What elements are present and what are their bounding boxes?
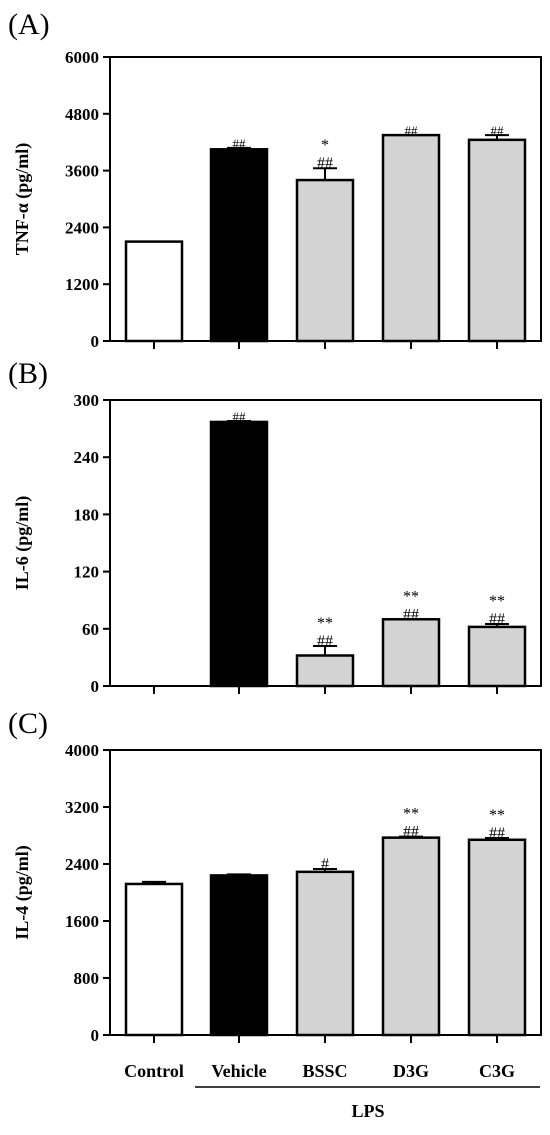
bar-d3g [381, 836, 441, 1037]
y-tick-label: 4800 [65, 105, 99, 124]
bar-d3g [381, 133, 441, 343]
y-axis-label: IL-4 (pg/ml) [12, 845, 33, 940]
y-tick-label: 1600 [65, 912, 99, 931]
x-tick-label: BSSC [302, 1061, 347, 1081]
x-tick-label: Vehicle [211, 1061, 266, 1081]
y-tick-label: 0 [91, 677, 100, 696]
panel-label: (A) [8, 8, 50, 41]
bar-control [124, 240, 184, 343]
group-label: LPS [351, 1101, 384, 1121]
y-tick-label: 3600 [65, 162, 99, 181]
significance-mark: ** [317, 615, 333, 632]
y-tick-label: 240 [74, 448, 100, 467]
bar-control [124, 882, 184, 1037]
y-tick-label: 2400 [65, 855, 99, 874]
panel-label: (C) [8, 707, 48, 740]
y-tick-label: 6000 [65, 48, 99, 67]
significance-mark: ** [403, 588, 419, 605]
y-tick-label: 4000 [65, 741, 99, 760]
bar-c3g [467, 138, 527, 343]
x-tick-label: D3G [393, 1061, 429, 1081]
bar-vehicle [209, 874, 269, 1037]
bar-vehicle [209, 148, 269, 343]
significance-mark: ## [317, 633, 333, 650]
significance-mark: ## [403, 824, 419, 841]
y-tick-label: 800 [74, 969, 100, 988]
significance-mark: ** [489, 593, 505, 610]
bar-bssc [295, 870, 355, 1037]
y-axis-label: TNF-α (pg/ml) [12, 143, 33, 256]
x-tick-label: C3G [479, 1061, 515, 1081]
significance-mark: # [321, 856, 329, 873]
significance-mark: ** [489, 807, 505, 824]
y-tick-label: 120 [74, 563, 100, 582]
y-tick-label: 1200 [65, 275, 99, 294]
significance-mark: ## [489, 611, 505, 628]
significance-mark: * [321, 137, 329, 154]
significance-mark: ** [403, 806, 419, 823]
significance-mark: ## [403, 606, 419, 623]
significance-mark: ## [233, 136, 247, 151]
bar-c3g [467, 625, 527, 688]
significance-mark: ## [489, 825, 505, 842]
y-tick-label: 3200 [65, 798, 99, 817]
significance-mark: ## [317, 155, 333, 172]
significance-mark: ## [233, 409, 247, 424]
y-tick-label: 60 [82, 620, 99, 639]
bar-d3g [381, 618, 441, 688]
y-tick-label: 0 [91, 1026, 100, 1045]
y-tick-label: 0 [91, 332, 100, 351]
significance-mark: ## [405, 123, 419, 138]
x-tick-label: Control [124, 1061, 184, 1081]
y-tick-label: 300 [74, 391, 100, 410]
y-tick-label: 180 [74, 505, 100, 524]
significance-mark: ## [491, 123, 505, 138]
bar-vehicle [209, 420, 269, 688]
bar-bssc [295, 654, 355, 688]
bar-bssc [295, 178, 355, 343]
y-tick-label: 2400 [65, 218, 99, 237]
panel-label: (B) [8, 357, 48, 390]
y-axis-label: IL-6 (pg/ml) [12, 496, 33, 591]
bar-c3g [467, 838, 527, 1037]
